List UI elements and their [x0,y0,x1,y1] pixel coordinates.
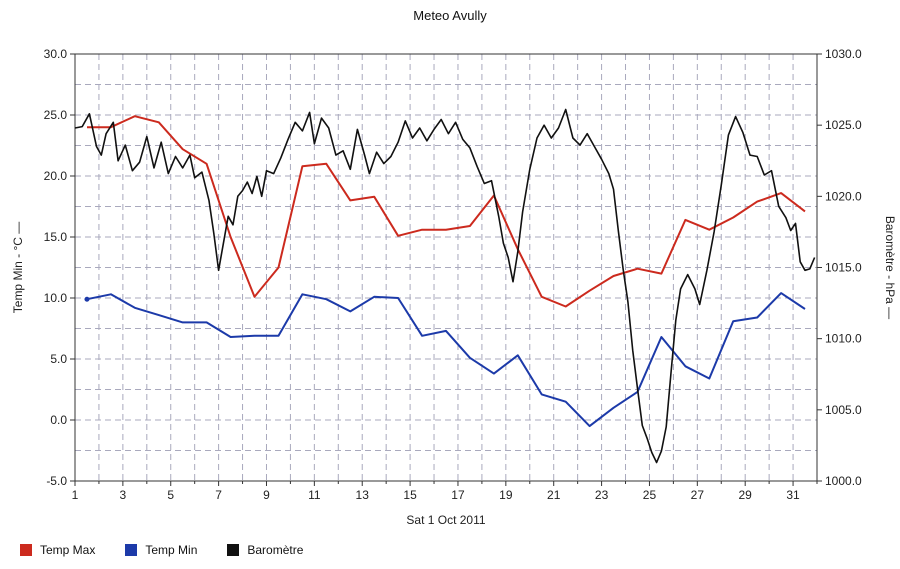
legend-label-barometre: Baromètre [247,543,304,557]
x-tick-label: 31 [786,488,800,502]
x-tick-label: 19 [499,488,513,502]
x-tick-label: 21 [547,488,561,502]
x-tick-label: 15 [403,488,417,502]
x-tick-label: 23 [595,488,609,502]
plot-area [74,108,816,464]
x-tick-label: 17 [451,488,465,502]
legend-label-temp-min: Temp Min [145,543,198,557]
legend-swatch-temp-max [20,544,32,556]
x-axis-title: Sat 1 Oct 2011 [406,513,485,527]
y-left-tick-label: -5.0 [46,474,67,488]
series-marker-temp-min-start [84,296,90,302]
series-line-temp-max [87,115,806,308]
y-left-tick-label: 30.0 [44,47,68,61]
x-tick-label: 29 [739,488,753,502]
x-tick-label: 13 [356,488,370,502]
legend-item-temp-min: Temp Min [125,543,197,557]
y-axis-right-title: Baromètre - hPa — [883,216,897,319]
y-left-tick-label: 10.0 [44,291,68,305]
legend-label-temp-max: Temp Max [40,543,96,557]
y-left-tick-label: 5.0 [50,352,67,366]
y-left-tick-label: 15.0 [44,230,68,244]
y-axis-left-title: Temp Min - °C — [11,222,25,313]
legend-swatch-temp-min [125,544,138,556]
x-tick-label: 25 [643,488,657,502]
chart-title: Meteo Avully [413,8,487,23]
y-right-tick-label: 1025.0 [825,118,862,132]
legend-swatch-barometre [227,544,240,556]
legend: Temp Max Temp Min Baromètre [20,543,333,557]
x-tick-label: 9 [263,488,270,502]
y-left-tick-label: 0.0 [50,413,67,427]
axes: 1 3 5 7 9 11 13 15 17 19 21 23 25 27 29 3130.025.020.01… [44,47,862,502]
x-tick-label: 3 [120,488,127,502]
legend-item-barometre: Baromètre [227,543,303,557]
x-tick-label: 7 [215,488,222,502]
y-right-tick-label: 1005.0 [825,403,862,417]
y-left-tick-label: 25.0 [44,108,68,122]
grid [75,54,817,481]
series-line-temp-min [86,292,806,428]
x-tick-label: 1 [72,488,79,502]
y-left-tick-label: 20.0 [44,169,68,183]
legend-item-temp-max: Temp Max [20,543,95,557]
y-right-tick-label: 1030.0 [825,47,862,61]
series-line-barom-tre [74,108,816,464]
x-tick-label: 11 [308,488,321,502]
x-tick-label: 27 [691,488,705,502]
x-tick-label: 5 [167,488,174,502]
y-right-tick-label: 1000.0 [825,474,862,488]
y-right-tick-label: 1015.0 [825,261,862,275]
y-right-tick-label: 1020.0 [825,189,862,203]
y-right-tick-label: 1010.0 [825,332,862,346]
